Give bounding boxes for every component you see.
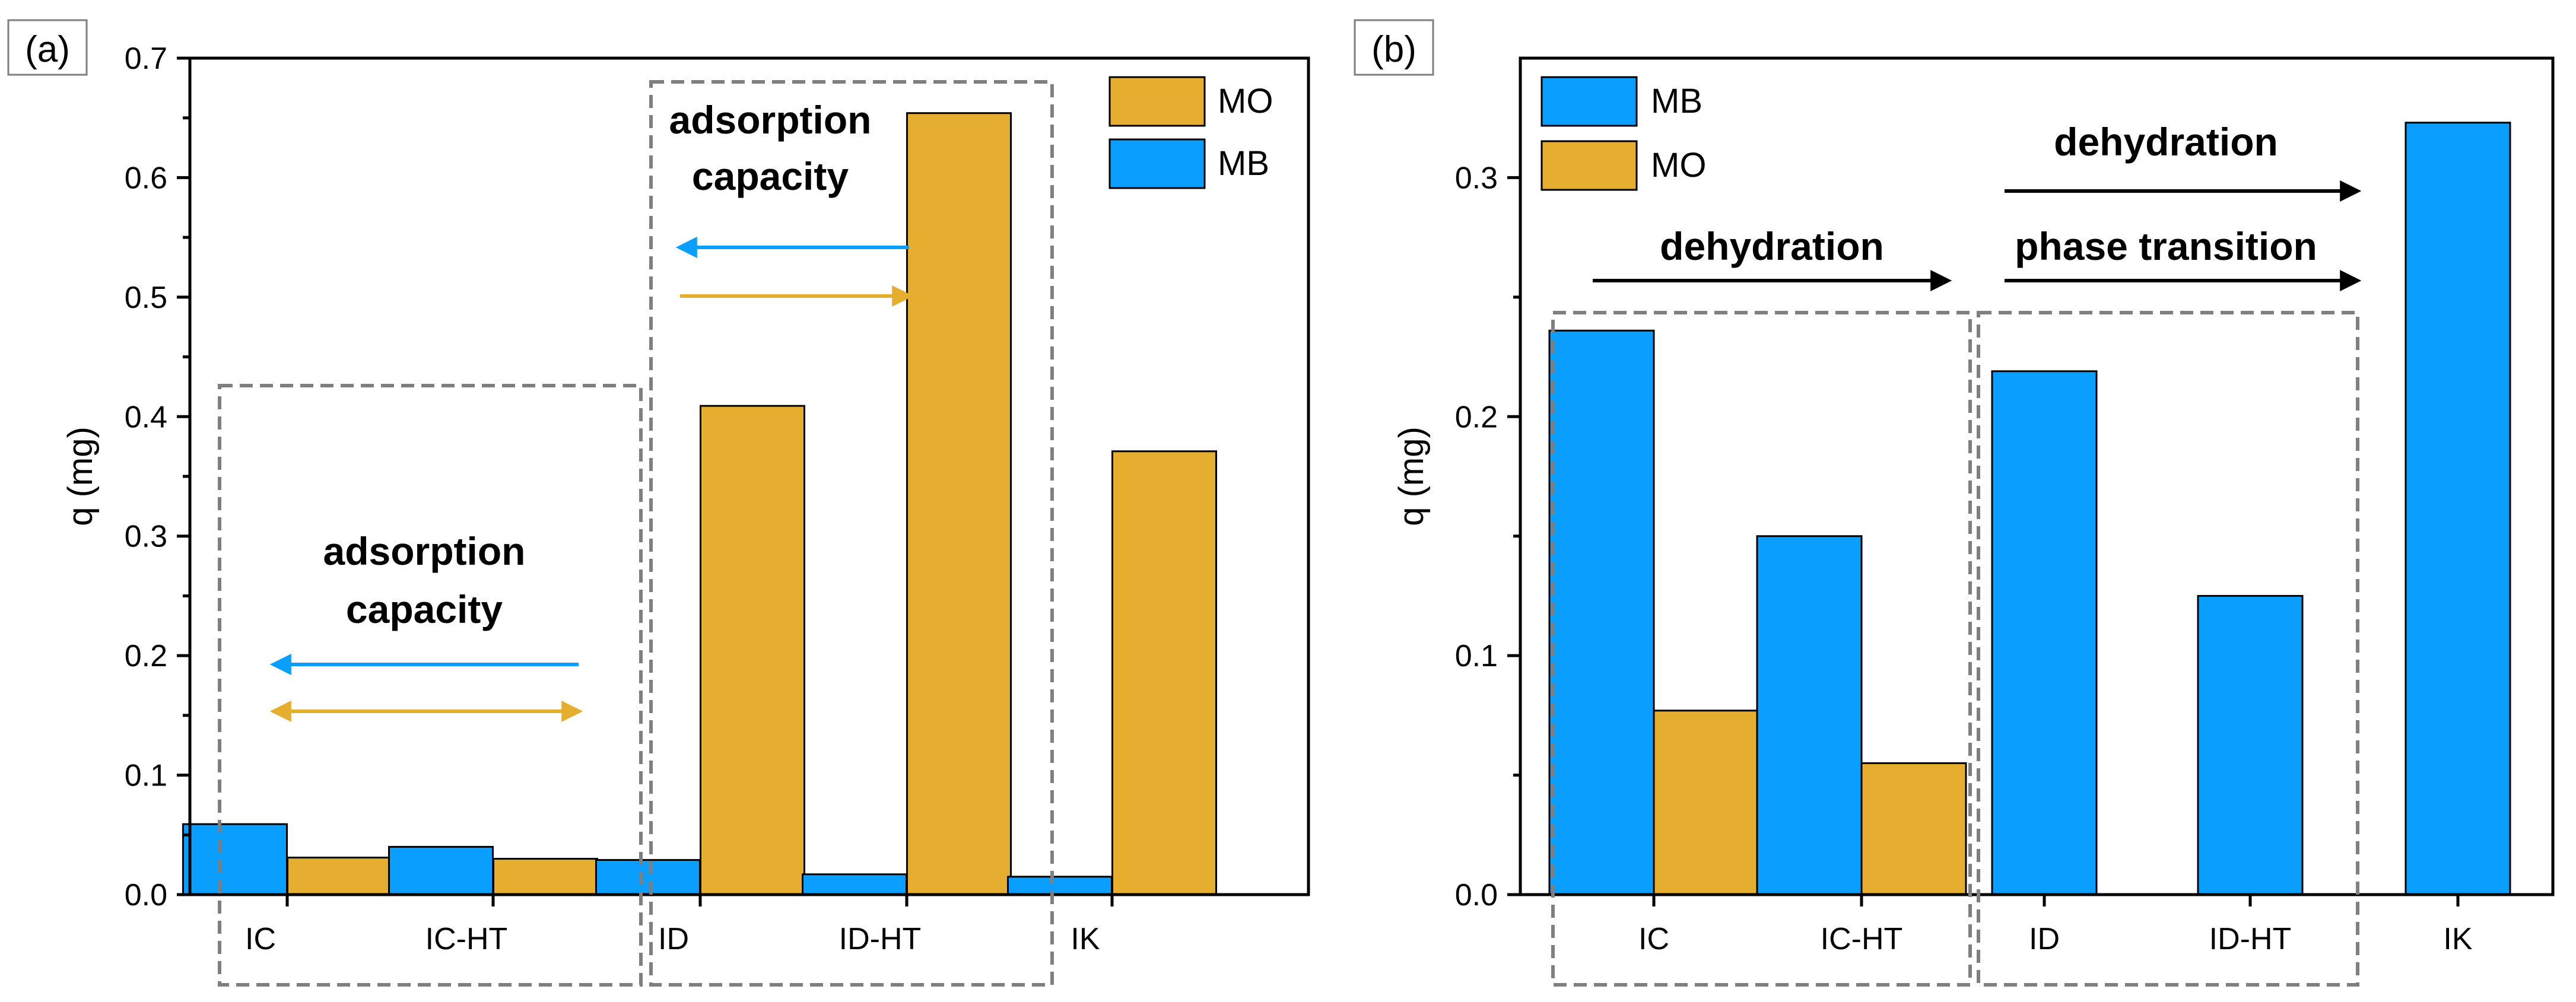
panel-b-bar-ik-mb (2405, 122, 2511, 896)
panel-a-x-categories: IC IC-HT ID ID-HT IK (245, 895, 1114, 956)
panel-b-label-box (1354, 19, 1434, 76)
panel-b-annotation-dehydration-2: dehydration (2054, 120, 2278, 164)
panel-b-legend: MB MO (1540, 76, 1706, 191)
panel-a-x-tick-label-id-ht: ID-HT (839, 922, 922, 956)
panel-b-y-tick-label-2: 0.2 (1455, 400, 1498, 434)
panel-a-bar-id-mb (595, 859, 701, 896)
panel-a-x-tick-label-ik: IK (1071, 922, 1100, 956)
panel-a-x-tick-label-ic: IC (245, 922, 276, 956)
panel-b-annotation-dehydration-1: dehydration (1660, 224, 1884, 268)
panel-b-x-categories: IC IC-HT ID ID-HT IK (1638, 895, 2473, 956)
panel-a-x-tick-label-ic-ht: IC-HT (425, 922, 508, 956)
panel-a-y-tick-label-4: 0.4 (125, 400, 167, 434)
panel-a-legend-label-mb: MB (1218, 144, 1269, 183)
panel-a-y-tick-label-2: 0.2 (125, 639, 167, 673)
panel-a-bar-ic-mo (287, 857, 392, 896)
panel-a-y-tick-label-5: 0.5 (125, 281, 167, 315)
panel-b-y-tick-label-0: 0.0 (1455, 878, 1498, 912)
panel-b-bar-id-ht-mb (2197, 594, 2304, 896)
panel-a-label: (a) (25, 29, 70, 70)
panel-b-label: (b) (1371, 29, 1416, 70)
panel-a-annotation-1-line2: capacity (346, 587, 503, 631)
panel-a-label-box (7, 19, 88, 76)
panel-b-bar-ic-mb (1548, 329, 1655, 896)
panel-b-bar-ic-ht-mb (1756, 535, 1863, 896)
panel-b-annotation-phase-transition: phase transition (2015, 224, 2317, 268)
panel-b-y-axis-title: q (mg) (1392, 427, 1431, 526)
panel-a-bar-ic-ht-mb (388, 845, 494, 896)
panel-b-y-tick-label-1: 0.1 (1455, 639, 1498, 673)
panel-b: (b) 0.0 0.1 0.2 0.3 IC IC-HT ID ID-HT IK q (mg)… (1354, 19, 2555, 987)
panel-b-x-tick-label-ic-ht: IC-HT (1821, 922, 1903, 956)
panel-a-y-axis-title: q (mg) (61, 427, 100, 526)
panel-a-bar-ik-mb (1007, 876, 1113, 896)
panel-b-bar-id-mb (1991, 370, 2098, 896)
panel-a-bar-id-ht-mb (802, 873, 907, 896)
panel-a-y-tick-label-0: 0.0 (125, 878, 167, 912)
panel-a-bar-ic-ht-mo (493, 858, 598, 896)
panel-a-y-ticks: 0.0 0.1 0.2 0.3 0.4 0.5 0.6 0.7 (125, 42, 190, 912)
panel-a-y-tick-label-1: 0.1 (125, 759, 167, 793)
panel-a-bar-ik-mo (1111, 450, 1217, 896)
panel-b-bars (1548, 122, 2511, 896)
panel-a-box-id-group (649, 80, 1054, 987)
panel-a-y-tick-label-6: 0.6 (125, 161, 167, 195)
panel-b-y-ticks: 0.0 0.1 0.2 0.3 (1455, 161, 1520, 912)
panel-b-legend-swatch-mb (1540, 76, 1638, 127)
panel-a-bars (182, 112, 1217, 896)
panel-b-bar-ic-ht-mo (1860, 762, 1967, 896)
panel-b-box-ic-group (1551, 311, 1972, 987)
panel-b-legend-label-mb: MB (1651, 82, 1702, 120)
panel-a-bar-id-mo (700, 405, 805, 896)
panel-b-x-tick-label-ic: IC (1638, 922, 1669, 956)
panel-a-annotation-2-line2: capacity (692, 154, 849, 198)
panel-a-bar-id-ht-mo (906, 112, 1012, 896)
panel-b-x-tick-label-ik: IK (2443, 922, 2472, 956)
panel-b-legend-label-mo: MO (1651, 146, 1706, 185)
panel-a-legend-swatch-mo (1108, 76, 1206, 127)
panel-a-legend-swatch-mb (1108, 138, 1206, 189)
panel-a-box-ic-group (218, 384, 643, 987)
panel-a-annotation-2-line1: adsorption (669, 98, 872, 142)
panel-a-legend: MO MB (1108, 76, 1273, 189)
panel-b-legend-swatch-mo (1540, 140, 1638, 191)
panel-b-bar-ic-mo (1653, 710, 1759, 896)
panel-b-box-id-group (1977, 311, 2359, 987)
panel-a-plot-frame (188, 56, 1310, 896)
panel-b-x-tick-label-id: ID (2029, 922, 2060, 956)
panel-a: (a) 0.0 0.1 0.2 0.3 0.4 0.5 0.6 0.7 IC IC-HT ID ID… (7, 19, 1310, 987)
panel-a-bar-ic-mb (182, 823, 288, 896)
panel-a-y-tick-label-3: 0.3 (125, 520, 167, 554)
panel-a-annotation-1-line1: adsorption (323, 529, 526, 573)
panel-a-x-tick-label-id: ID (658, 922, 689, 956)
panel-a-y-tick-label-7: 0.7 (125, 42, 167, 76)
panel-b-y-tick-label-3: 0.3 (1455, 161, 1498, 195)
panel-b-plot-frame (1519, 56, 2555, 896)
panel-a-legend-label-mo: MO (1218, 82, 1273, 120)
panel-b-x-tick-label-id-ht: ID-HT (2209, 922, 2292, 956)
